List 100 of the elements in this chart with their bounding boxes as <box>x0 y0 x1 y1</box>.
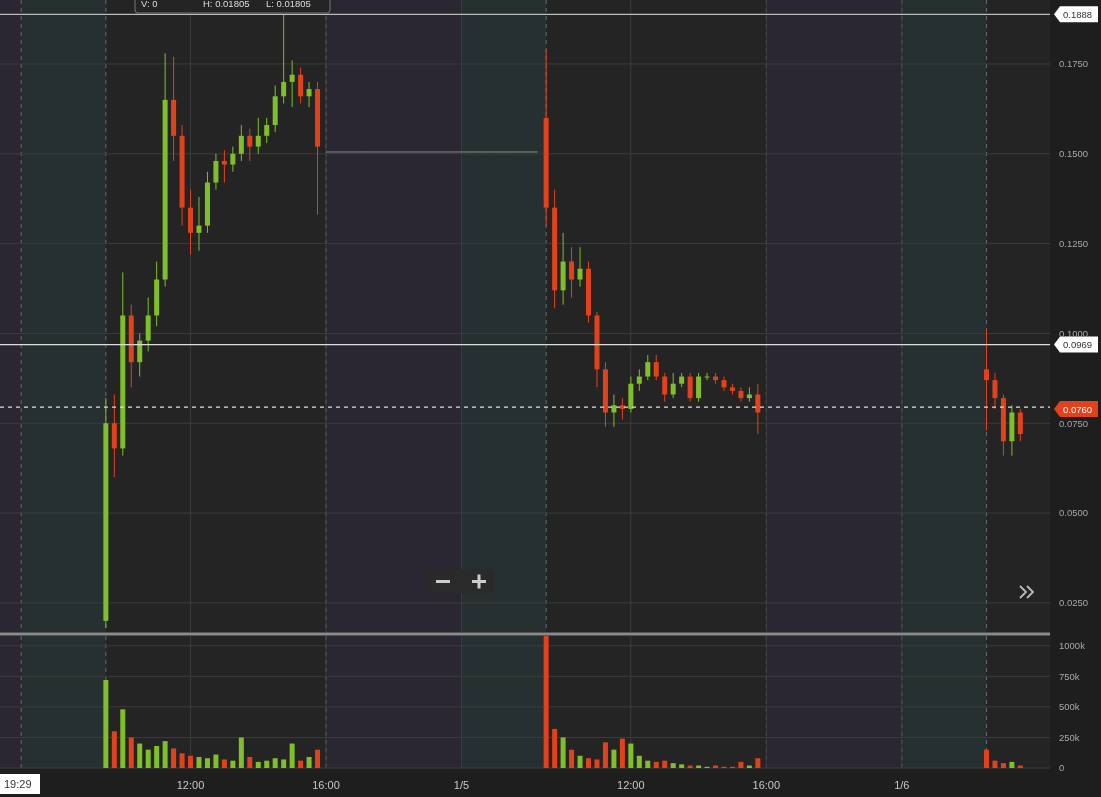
bar <box>255 761 261 768</box>
bar <box>145 749 151 768</box>
bar <box>653 761 659 768</box>
candlestick <box>983 329 989 431</box>
bar <box>221 759 227 768</box>
candlestick <box>264 117 270 144</box>
bar <box>154 746 160 768</box>
y-tick-label: 500k <box>1059 701 1080 713</box>
bar <box>679 764 685 768</box>
bar <box>315 749 321 768</box>
bar <box>602 742 608 768</box>
candlestick <box>704 372 710 381</box>
x-tick-label: 1/5 <box>453 778 470 791</box>
candlestick <box>196 196 202 252</box>
candlestick <box>298 67 304 104</box>
y-tick-label: 0.1750 <box>1059 58 1089 70</box>
candlestick <box>721 376 727 392</box>
bar <box>662 760 668 768</box>
candlestick <box>213 153 219 191</box>
bar <box>162 741 168 768</box>
candlestick <box>281 13 287 104</box>
candlestick <box>230 146 236 173</box>
bar <box>577 755 583 768</box>
y-tick-label: 750k <box>1059 670 1080 682</box>
y-tick-label: 0.0750 <box>1059 417 1089 429</box>
candlestick <box>238 124 244 162</box>
bar <box>120 709 126 768</box>
candlestick <box>645 354 651 381</box>
candlestick <box>653 354 659 381</box>
bar <box>670 763 676 768</box>
x-tick-label: 12:00 <box>617 778 645 791</box>
candlestick <box>221 149 227 184</box>
text: 0.0760 <box>1063 403 1093 415</box>
y-tick-label: 0.1000 <box>1059 327 1089 339</box>
bar <box>264 760 270 768</box>
y-tick-label: 0.0250 <box>1059 597 1089 609</box>
bar <box>594 759 600 768</box>
y-tick-label: 0.1250 <box>1059 237 1089 249</box>
bar <box>983 749 989 768</box>
bar <box>247 757 253 768</box>
bar <box>289 743 295 768</box>
annotation: L: 0.01805 <box>266 0 311 9</box>
bar <box>272 758 278 768</box>
bar <box>560 737 566 768</box>
y-tick-label: 250k <box>1059 731 1080 743</box>
candlestick <box>569 246 575 298</box>
bar <box>171 748 177 768</box>
bar <box>611 749 617 768</box>
candlestick <box>289 59 295 108</box>
y-tick-label: 0.1500 <box>1059 148 1089 160</box>
bar <box>213 754 219 768</box>
bar <box>179 753 185 768</box>
bar <box>298 760 304 768</box>
bar <box>552 728 558 768</box>
x-tick-label: 1/6 <box>894 778 910 791</box>
candlestick <box>247 128 253 162</box>
y-tick-label: 0 <box>1059 762 1065 774</box>
bar <box>1000 763 1006 768</box>
candlestick <box>992 372 998 410</box>
bar <box>628 743 634 768</box>
bar <box>569 749 575 768</box>
candlestick <box>611 394 617 428</box>
bar <box>196 757 202 768</box>
bar <box>128 737 134 768</box>
candlestick <box>670 372 676 399</box>
x-tick-label: 16:00 <box>312 778 340 791</box>
candlestick <box>306 81 312 108</box>
bar <box>230 760 236 768</box>
candlestick <box>636 368 642 392</box>
bar <box>738 761 744 768</box>
candlestick <box>577 246 583 288</box>
bar <box>645 760 651 768</box>
candlestick <box>1017 408 1023 442</box>
bar <box>137 743 143 768</box>
bar <box>111 731 117 768</box>
ref-line-label: 0.0969 <box>1063 339 1093 351</box>
y-tick-label: 0.0500 <box>1059 507 1089 519</box>
annotation: V: 0 <box>141 0 158 9</box>
bar <box>238 737 244 768</box>
bar <box>636 755 642 768</box>
y-tick-label: 1000k <box>1059 640 1086 652</box>
candlestick <box>255 117 261 155</box>
bar <box>755 758 761 768</box>
annotation: H: 0.01805 <box>203 0 250 9</box>
candlestick <box>755 383 761 435</box>
candlestick <box>687 372 693 403</box>
bar <box>204 758 210 768</box>
x-tick-label: 12:00 <box>176 778 205 791</box>
bar <box>1009 761 1015 768</box>
candlestick <box>662 372 668 403</box>
x-tick-label: 16:00 <box>752 778 781 791</box>
candlestick <box>137 332 143 378</box>
candlestick <box>619 397 625 421</box>
ref-line-label: 0.1888 <box>1063 8 1093 20</box>
bar <box>281 759 287 768</box>
bar <box>586 758 592 768</box>
candlestick <box>696 372 702 403</box>
candlestick <box>738 386 744 403</box>
bar <box>188 755 194 768</box>
bar <box>992 760 998 768</box>
